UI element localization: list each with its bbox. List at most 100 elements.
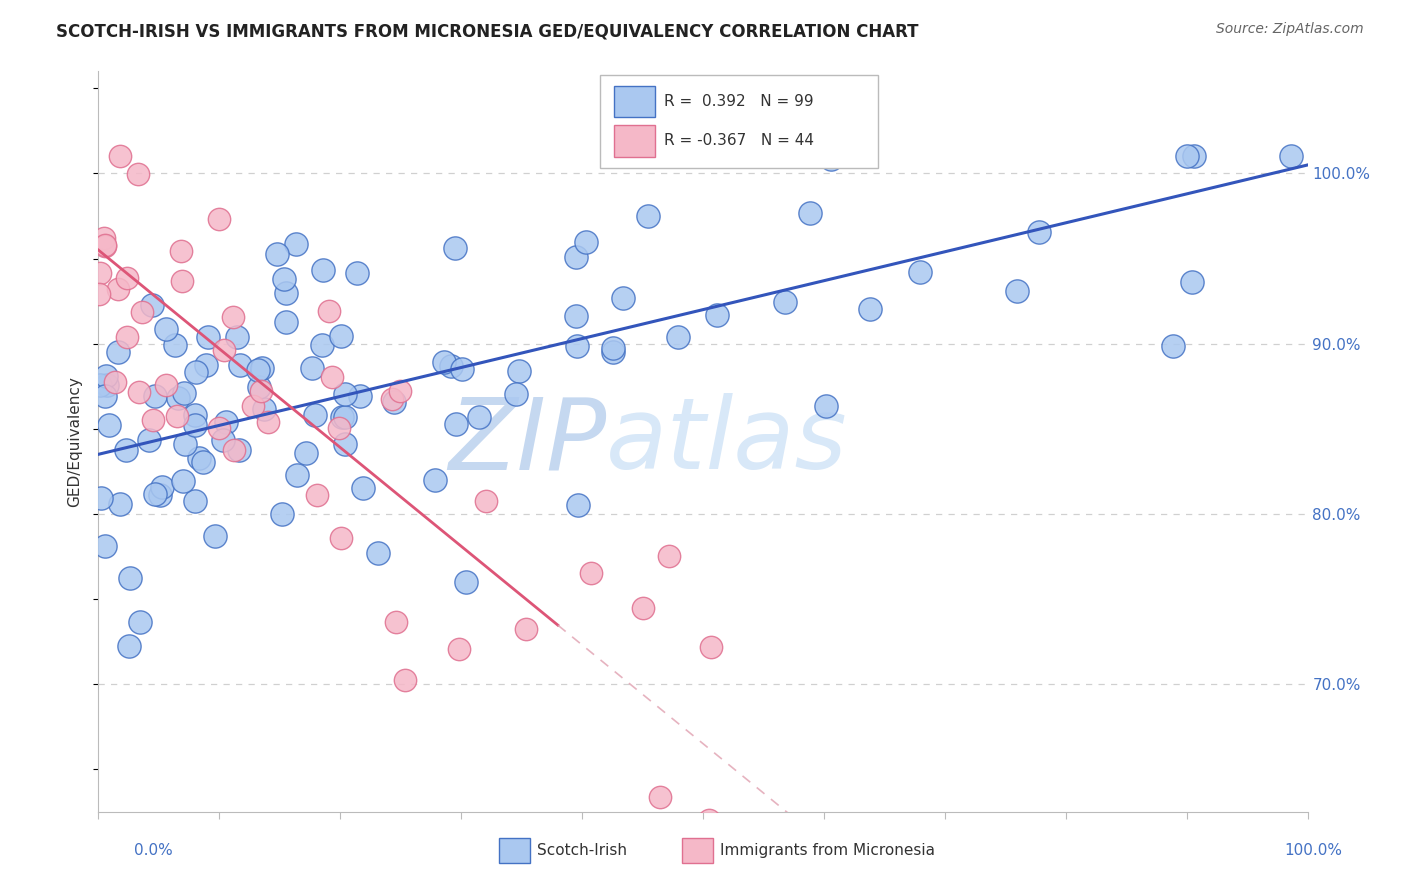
Point <box>114 442 136 457</box>
Point <box>335 387 357 401</box>
Point <box>321 370 343 384</box>
Point <box>170 244 193 258</box>
Point <box>565 250 588 264</box>
Point <box>97 418 120 433</box>
Point <box>250 361 273 376</box>
FancyBboxPatch shape <box>613 126 655 156</box>
Point <box>90 491 112 505</box>
Point <box>183 493 205 508</box>
Point <box>1181 275 1204 289</box>
Text: Source: ZipAtlas.com: Source: ZipAtlas.com <box>1216 22 1364 37</box>
Point <box>172 274 194 288</box>
Point <box>150 480 173 494</box>
Point <box>304 408 326 422</box>
Point <box>579 566 602 580</box>
Point <box>204 529 226 543</box>
Point <box>567 339 589 353</box>
Point <box>700 640 723 654</box>
Text: atlas: atlas <box>606 393 848 490</box>
Point <box>475 493 498 508</box>
FancyBboxPatch shape <box>613 87 655 117</box>
Point <box>454 575 477 590</box>
Point <box>444 417 467 431</box>
Point <box>266 247 288 261</box>
Point <box>93 230 115 244</box>
Point <box>1281 149 1303 163</box>
Point <box>575 235 598 249</box>
Point <box>226 329 249 343</box>
Point <box>221 310 243 324</box>
Point <box>94 239 117 253</box>
Point <box>444 241 467 255</box>
Point <box>191 455 214 469</box>
Point <box>612 291 634 305</box>
Point <box>215 415 238 429</box>
Point <box>666 330 689 344</box>
Point <box>318 304 340 318</box>
Point <box>381 392 404 407</box>
Point <box>697 814 720 828</box>
Point <box>508 364 530 378</box>
Point <box>285 237 308 252</box>
Point <box>149 488 172 502</box>
Point <box>285 467 308 482</box>
Point <box>908 264 931 278</box>
Point <box>450 361 472 376</box>
Point <box>1182 149 1205 163</box>
Point <box>433 355 456 369</box>
Point <box>333 409 356 424</box>
Point <box>449 642 471 657</box>
Text: SCOTCH-IRISH VS IMMIGRANTS FROM MICRONESIA GED/EQUIVALENCY CORRELATION CHART: SCOTCH-IRISH VS IMMIGRANTS FROM MICRONES… <box>56 22 918 40</box>
Point <box>270 507 292 521</box>
Point <box>118 639 141 653</box>
Point <box>184 418 207 433</box>
Point <box>257 415 280 429</box>
Point <box>173 385 195 400</box>
Point <box>208 212 231 227</box>
Point <box>859 301 882 316</box>
Point <box>222 442 245 457</box>
Point <box>1161 339 1184 353</box>
Point <box>247 380 270 394</box>
Text: Immigrants from Micronesia: Immigrants from Micronesia <box>720 844 935 858</box>
Point <box>439 359 461 374</box>
Point <box>183 408 205 422</box>
Point <box>96 378 118 392</box>
Point <box>394 673 416 687</box>
Point <box>820 152 842 166</box>
Point <box>346 266 368 280</box>
Point <box>564 309 586 323</box>
Point <box>253 402 276 417</box>
Point <box>89 378 111 392</box>
Point <box>127 167 149 181</box>
Point <box>87 286 110 301</box>
Point <box>214 343 236 357</box>
Point <box>633 601 655 615</box>
Point <box>165 338 187 352</box>
Point <box>96 369 118 384</box>
Point <box>250 384 273 398</box>
Point <box>142 413 165 427</box>
Point <box>117 271 139 285</box>
Point <box>658 549 681 563</box>
Point <box>602 341 624 355</box>
Point <box>197 329 219 343</box>
Point <box>155 378 177 392</box>
Point <box>228 443 250 458</box>
Point <box>228 358 250 372</box>
Point <box>312 263 335 277</box>
Point <box>128 385 150 400</box>
Point <box>349 389 371 403</box>
Point <box>186 365 208 379</box>
Point <box>799 206 821 220</box>
Point <box>108 149 131 163</box>
FancyBboxPatch shape <box>600 75 879 168</box>
Point <box>208 420 231 434</box>
Point <box>294 446 316 460</box>
Text: R = -0.367   N = 44: R = -0.367 N = 44 <box>664 134 814 148</box>
Point <box>385 615 408 629</box>
Point <box>212 433 235 447</box>
Text: 0.0%: 0.0% <box>134 843 173 858</box>
Point <box>307 487 329 501</box>
Point <box>515 623 537 637</box>
